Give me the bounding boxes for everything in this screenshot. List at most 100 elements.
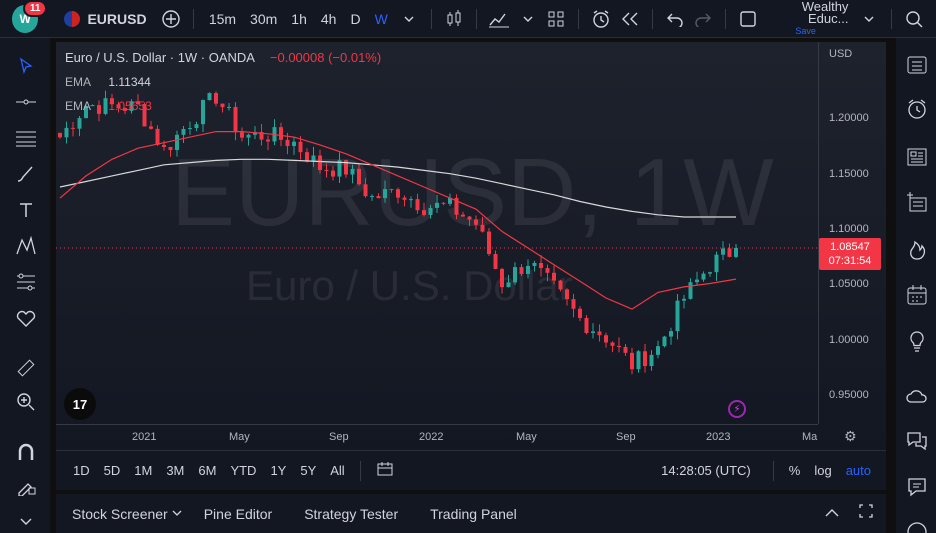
range-5y[interactable]: 5Y (300, 463, 317, 478)
user-avatar[interactable]: W 11 (12, 0, 48, 33)
watchlist-icon[interactable] (902, 50, 932, 80)
fib-lines-icon[interactable] (12, 124, 40, 152)
news-icon[interactable] (902, 142, 932, 172)
ideas-lightbulb-icon[interactable] (902, 326, 932, 356)
log-scale-toggle[interactable]: log (814, 463, 832, 478)
interval-d[interactable]: D (350, 10, 361, 27)
tab-strategy-tester[interactable]: Strategy Tester (304, 505, 399, 522)
chevron-up-icon[interactable] (824, 505, 840, 523)
gear-icon[interactable]: ⚙ (844, 428, 857, 444)
prediction-icon[interactable] (12, 268, 40, 296)
candle-body (188, 128, 192, 130)
date-range-icon[interactable] (369, 461, 401, 480)
tab-stock-screener[interactable]: Stock Screener (72, 505, 168, 522)
indicators-icon[interactable] (485, 4, 513, 34)
percent-scale-toggle[interactable]: % (788, 463, 801, 478)
symbol-search-button[interactable]: EURUSD (64, 0, 147, 38)
range-all[interactable]: All (330, 463, 345, 478)
cursor-icon[interactable] (12, 52, 40, 80)
chevron-down-icon[interactable] (12, 508, 40, 533)
candle-body (656, 346, 660, 355)
interval-15m[interactable]: 15m (208, 10, 237, 27)
candle-body (552, 272, 556, 281)
tradingview-logo[interactable]: 17 (64, 388, 96, 420)
compare-add-icon[interactable] (157, 4, 185, 34)
candle-body (64, 127, 69, 138)
redo-icon[interactable] (689, 4, 717, 34)
range-1y[interactable]: 1Y (270, 463, 287, 478)
ruler-icon[interactable] (12, 354, 40, 382)
divider (359, 460, 361, 481)
candle-body (493, 254, 498, 269)
candle-body (688, 282, 693, 299)
alarm-clock-icon[interactable] (902, 94, 932, 124)
chevron-down-icon[interactable] (514, 4, 542, 34)
chart-pane[interactable]: EURUSD, 1W Euro / U.S. Dollar Euro / U.S… (56, 42, 886, 450)
maximize-panel-icon[interactable] (858, 503, 874, 524)
replay-icon[interactable] (615, 4, 643, 34)
lock-drawing-icon[interactable] (12, 472, 40, 500)
alert-clock-icon[interactable] (587, 4, 615, 34)
lightning-icon[interactable]: ⚡ (728, 400, 746, 418)
candle-body (162, 144, 166, 147)
utc-clock[interactable]: 14:28:05 (UTC) (661, 463, 751, 478)
undo-icon[interactable] (661, 4, 689, 34)
candle-body (279, 127, 283, 140)
bottom-panel-tabs: Stock Screener Pine Editor Strategy Test… (56, 494, 886, 533)
range-3m[interactable]: 3M (166, 463, 185, 478)
candle-body (578, 308, 582, 318)
magnet-icon[interactable] (12, 438, 40, 466)
range-1d[interactable]: 1D (73, 463, 90, 478)
zoom-in-icon[interactable] (12, 388, 40, 416)
layout-grid-icon[interactable] (542, 4, 570, 34)
chevron-down-icon[interactable] (395, 4, 423, 34)
messages-icon[interactable] (902, 472, 932, 502)
tab-pine-editor[interactable]: Pine Editor (203, 505, 273, 522)
interval-4h[interactable]: 4h (320, 10, 337, 27)
pattern-icon[interactable] (12, 232, 40, 260)
time-axis[interactable]: 2021 May Sep 2022 May Sep 2023 Ma (56, 424, 818, 450)
interval-1h[interactable]: 1h (291, 10, 307, 27)
candle-body (636, 351, 641, 370)
auto-scale-toggle[interactable]: auto (845, 463, 871, 478)
heart-icon[interactable] (12, 304, 40, 332)
hotlist-flame-icon[interactable] (902, 234, 932, 264)
search-icon[interactable] (900, 4, 928, 34)
candle-body (207, 93, 212, 101)
ema-legend-2[interactable]: EMA 1.05653 (65, 99, 152, 113)
candle-body (376, 196, 381, 199)
currency-label[interactable]: USD (829, 48, 853, 60)
save-status[interactable]: Save (795, 25, 816, 36)
fullscreen-square-icon[interactable] (734, 4, 762, 34)
account-menu[interactable]: Wealthy Educ... Save (763, 0, 848, 37)
chats-icon[interactable] (902, 426, 932, 456)
range-6m[interactable]: 6M (198, 463, 217, 478)
brush-icon[interactable] (12, 160, 40, 188)
ema-legend-1[interactable]: EMA 1.11344 (65, 75, 151, 89)
candle-type-icon[interactable] (440, 4, 468, 34)
text-tool-icon[interactable] (12, 196, 40, 224)
help-icon[interactable] (902, 516, 932, 533)
candle-body (220, 103, 225, 108)
candle-body (604, 335, 608, 343)
candle-body (643, 351, 647, 367)
chevron-down-icon[interactable] (172, 505, 182, 523)
time-tick: 2023 (706, 431, 731, 443)
candle-body (259, 132, 264, 140)
add-list-icon[interactable] (902, 188, 932, 218)
candle-body (155, 128, 160, 145)
range-5d[interactable]: 5D (103, 463, 121, 478)
candle-body (454, 197, 459, 215)
interval-30m[interactable]: 30m (250, 10, 278, 27)
interval-w[interactable]: W (374, 10, 388, 27)
range-1m[interactable]: 1M (134, 463, 153, 478)
price-axis[interactable]: USD 1.20000 1.15000 1.10000 1.05000 1.00… (818, 42, 886, 424)
price-tick: 1.00000 (829, 334, 869, 346)
time-tick: 2021 (132, 431, 157, 443)
calendar-icon[interactable] (902, 280, 932, 310)
range-ytd[interactable]: YTD (230, 463, 257, 478)
trend-line-icon[interactable] (12, 88, 40, 116)
tab-trading-panel[interactable]: Trading Panel (430, 505, 517, 522)
chevron-down-icon[interactable] (854, 4, 882, 34)
streams-cloud-icon[interactable] (902, 382, 932, 412)
